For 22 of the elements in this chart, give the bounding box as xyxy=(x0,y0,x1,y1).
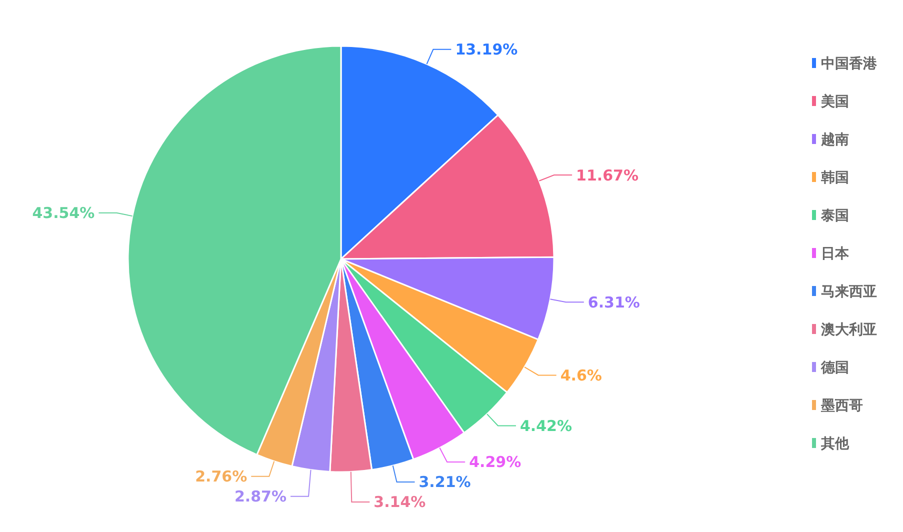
data-label: 11.67% xyxy=(576,166,639,184)
legend-label: 其他 xyxy=(820,436,850,452)
data-label: 4.6% xyxy=(560,366,602,384)
data-label: 2.76% xyxy=(195,468,248,486)
legend-label: 韩国 xyxy=(820,170,849,186)
legend-label: 泰国 xyxy=(820,208,849,224)
legend-label: 马来西亚 xyxy=(821,284,877,300)
data-label: 2.87% xyxy=(234,488,287,506)
data-label: 13.19% xyxy=(455,40,518,59)
legend-label: 墨西哥 xyxy=(820,398,863,414)
data-label: 6.31% xyxy=(588,293,640,312)
data-label: 43.54% xyxy=(32,204,95,222)
legend-label: 中国香港 xyxy=(821,56,878,72)
legend-label: 德国 xyxy=(820,360,849,376)
legend-label: 美国 xyxy=(820,92,849,110)
data-label: 4.29% xyxy=(469,453,522,472)
legend-label: 澳大利亚 xyxy=(820,322,877,338)
data-label: 4.42% xyxy=(520,416,572,435)
data-label: 3.14% xyxy=(374,493,426,512)
legend-label: 日本 xyxy=(821,246,850,262)
data-label: 3.21% xyxy=(418,473,471,492)
legend-label: 越南 xyxy=(820,132,849,148)
